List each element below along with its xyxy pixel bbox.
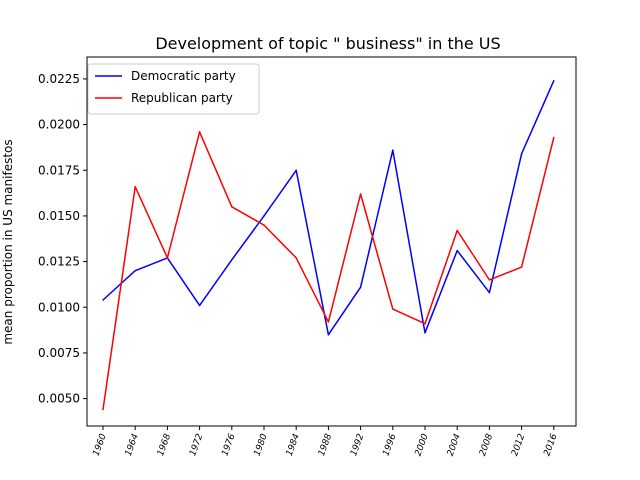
x-tick-label: 1992 <box>349 432 366 457</box>
y-tick-label: 0.0175 <box>38 163 80 177</box>
legend: Democratic party Republican party <box>87 63 260 115</box>
x-tick-label: 2016 <box>542 432 559 457</box>
data-point <box>327 333 330 336</box>
data-point <box>456 229 458 232</box>
legend-label: Republican party <box>131 91 233 105</box>
data-point <box>102 408 104 411</box>
plot-area-frame <box>86 56 577 427</box>
y-tick-label: 0.0100 <box>38 300 80 314</box>
x-tick-label: 1988 <box>317 432 334 457</box>
data-point <box>392 149 394 151</box>
x-tick-label: 1968 <box>156 432 173 457</box>
y-tick-label: 0.0200 <box>38 118 80 132</box>
data-point <box>102 299 104 301</box>
x-tick-label: 2012 <box>510 432 527 457</box>
data-point <box>359 286 362 288</box>
legend-box <box>87 63 260 115</box>
data-point <box>520 153 523 155</box>
data-point <box>520 266 523 268</box>
y-axis-ticks: 0.0050 0.0075 0.0100 0.0125 0.0150 0.0175 0.02… <box>38 72 87 406</box>
x-tick-label: 1980 <box>253 432 270 457</box>
data-point <box>295 257 297 259</box>
y-axis-label: mean proportion in US manifestos <box>1 139 15 344</box>
data-point <box>231 259 233 261</box>
x-tick-label: 1984 <box>285 432 302 457</box>
data-point <box>488 291 491 294</box>
legend-label: Democratic party <box>131 69 236 83</box>
data-point <box>198 304 201 307</box>
data-point <box>424 322 426 325</box>
data-point <box>553 79 555 82</box>
data-point <box>295 169 297 172</box>
y-tick-label: 0.0225 <box>38 72 80 86</box>
x-tick-label: 1996 <box>381 432 398 457</box>
data-point <box>553 136 555 139</box>
x-tick-label: 1976 <box>220 432 237 457</box>
x-axis-ticks: 1960 1964 1968 1972 1976 1980 1984 1988 1992 1996… <box>92 426 560 458</box>
x-tick-label: 2000 <box>414 432 431 457</box>
y-tick-label: 0.0125 <box>38 255 80 269</box>
series-line-1 <box>102 131 555 410</box>
data-point <box>392 308 394 310</box>
data-point <box>166 257 169 259</box>
x-tick-label: 1964 <box>124 432 141 457</box>
data-point <box>263 215 265 217</box>
chart-title: Development of topic " business" in the … <box>155 34 500 53</box>
y-tick-label: 0.0150 <box>38 209 80 223</box>
data-point <box>263 224 265 226</box>
y-tick-label: 0.0050 <box>38 392 80 406</box>
x-tick-label: 2008 <box>478 432 495 457</box>
data-point <box>134 269 136 272</box>
y-tick-label: 0.0075 <box>38 346 80 360</box>
x-tick-label: 1972 <box>188 432 205 457</box>
data-point <box>231 206 233 208</box>
series-lines <box>102 79 555 411</box>
data-point <box>134 185 136 188</box>
data-point <box>424 332 426 334</box>
data-point <box>488 279 491 281</box>
x-tick-label: 2004 <box>446 432 463 457</box>
series-line-0 <box>102 80 555 336</box>
data-point <box>198 131 201 133</box>
data-point <box>359 193 362 195</box>
x-tick-label: 1960 <box>92 432 109 457</box>
data-point <box>456 249 458 252</box>
data-point <box>327 321 330 323</box>
